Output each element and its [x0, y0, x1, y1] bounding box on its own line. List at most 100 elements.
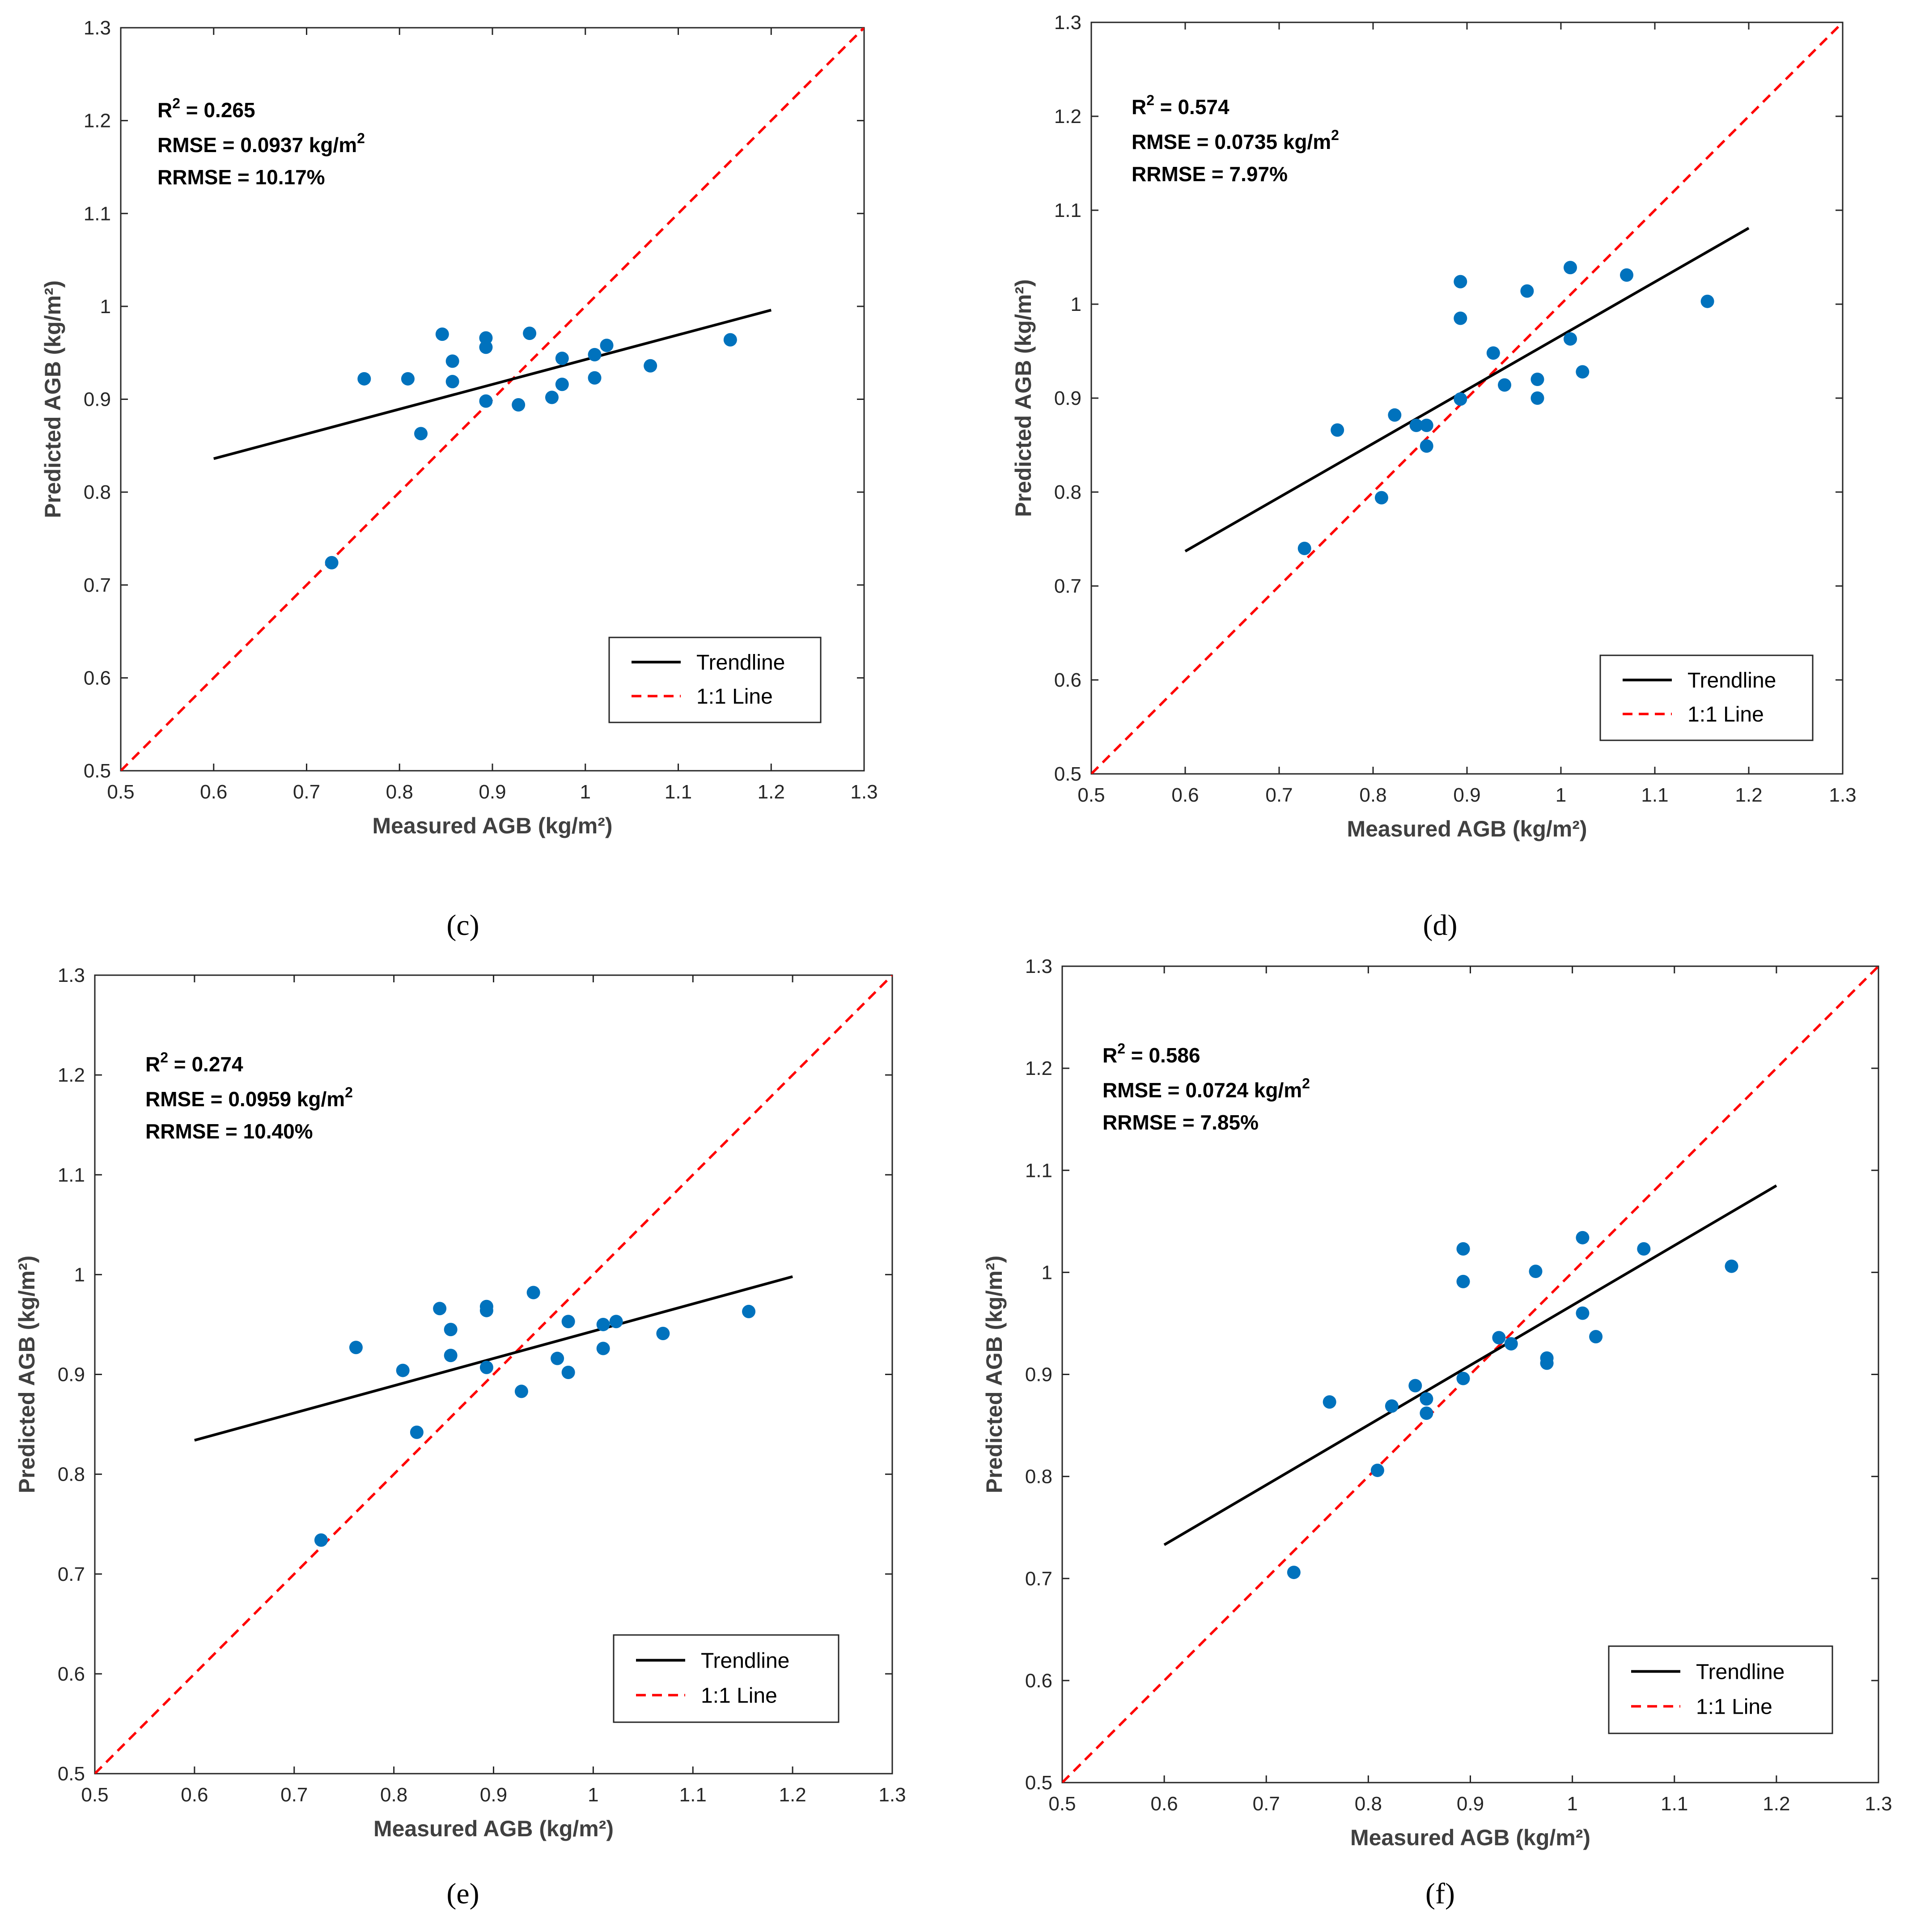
legend-box: [1599, 654, 1814, 741]
x-tick-label: 1.1: [665, 781, 692, 803]
x-tick-label: 0.5: [107, 781, 134, 803]
data-point: [325, 556, 339, 569]
y-tick-label: 1.2: [58, 1064, 85, 1086]
y-tick-label: 0.5: [58, 1763, 85, 1785]
data-point: [1725, 1259, 1738, 1273]
data-point: [1420, 418, 1433, 432]
legend-box: [1608, 1645, 1833, 1734]
data-point: [479, 1360, 493, 1374]
y-tick-label: 1.3: [1025, 955, 1052, 977]
x-tick-label: 1.1: [1661, 1793, 1688, 1815]
x-tick-label: 1.1: [1641, 784, 1668, 806]
x-tick-label: 0.8: [1359, 784, 1386, 806]
data-point: [526, 1286, 540, 1299]
rrmse-label: RRMSE = 7.97%: [1132, 162, 1288, 186]
data-point: [1331, 423, 1344, 437]
data-point: [742, 1304, 756, 1318]
y-tick-label: 0.9: [84, 389, 111, 411]
y-tick-label: 1: [1071, 293, 1081, 315]
data-point: [1385, 1399, 1399, 1413]
x-tick-label: 0.6: [1171, 784, 1199, 806]
y-tick-label: 0.5: [84, 760, 111, 782]
data-point: [1589, 1330, 1603, 1344]
x-axis-label: Measured AGB (kg/m²): [1350, 1825, 1590, 1850]
x-tick-label: 1: [588, 1784, 598, 1806]
data-point: [561, 1366, 575, 1380]
y-tick-label: 0.7: [58, 1563, 85, 1585]
y-tick-label: 1: [1042, 1261, 1052, 1283]
rrmse-label: RRMSE = 10.40%: [145, 1120, 313, 1143]
data-point: [479, 394, 493, 408]
y-tick-label: 0.6: [84, 667, 111, 689]
data-point: [1420, 1406, 1433, 1420]
data-point: [1576, 365, 1590, 379]
r-squared-label: R2 = 0.265: [157, 95, 255, 122]
y-tick-label: 1.1: [1025, 1159, 1052, 1181]
legend-box: [608, 637, 822, 723]
rmse-label: RMSE = 0.0959 kg/m2: [145, 1084, 353, 1111]
x-tick-label: 1.2: [1735, 784, 1762, 806]
trendline: [1163, 1184, 1777, 1546]
x-tick-label: 0.8: [386, 781, 413, 803]
data-point: [1388, 408, 1402, 422]
y-tick-label: 0.7: [1025, 1568, 1052, 1590]
y-axis-label: Predicted AGB (kg/m²): [982, 1256, 1007, 1494]
x-tick-label: 1.3: [850, 781, 878, 803]
data-point: [1456, 1274, 1470, 1288]
data-point: [512, 398, 526, 412]
y-tick-label: 1.1: [58, 1164, 85, 1186]
x-tick-label: 0.7: [1265, 784, 1293, 806]
y-tick-label: 0.6: [1054, 669, 1081, 691]
y-tick-label: 0.9: [58, 1364, 85, 1386]
x-tick-label: 1: [1556, 784, 1566, 806]
y-axis-label: Predicted AGB (kg/m²): [1011, 279, 1036, 517]
data-point: [656, 1327, 670, 1341]
legend-trendline-label: Trendline: [701, 1649, 789, 1673]
x-tick-label: 0.9: [1453, 784, 1480, 806]
data-point: [596, 1342, 610, 1355]
x-tick-label: 1.3: [1865, 1793, 1892, 1815]
x-tick-label: 0.5: [1048, 1793, 1076, 1815]
r-squared-label: R2 = 0.574: [1132, 92, 1229, 119]
rmse-label: RMSE = 0.0724 kg/m2: [1102, 1075, 1310, 1102]
x-tick-label: 1.2: [779, 1784, 806, 1806]
legend-one-to-one-label: 1:1 Line: [696, 685, 773, 709]
r-squared-label: R2 = 0.274: [145, 1049, 243, 1076]
y-tick-label: 1.1: [84, 203, 111, 225]
data-point: [1530, 391, 1544, 405]
data-point: [1454, 392, 1467, 406]
data-point: [1576, 1306, 1590, 1320]
y-tick-label: 1: [100, 296, 111, 318]
x-tick-label: 0.6: [200, 781, 227, 803]
legend-trendline-label: Trendline: [696, 651, 785, 675]
data-point: [444, 1349, 458, 1363]
data-point: [445, 354, 459, 368]
data-point: [1374, 491, 1388, 505]
data-point: [561, 1315, 575, 1329]
data-point: [514, 1384, 528, 1398]
y-tick-label: 1.2: [1054, 106, 1081, 127]
y-tick-label: 1.3: [58, 964, 85, 986]
panel-caption: (e): [446, 1877, 479, 1910]
y-tick-label: 0.8: [84, 481, 111, 503]
data-point: [723, 333, 737, 347]
x-tick-label: 1.1: [679, 1784, 707, 1806]
data-point: [1420, 439, 1433, 453]
y-tick-label: 0.6: [58, 1663, 85, 1685]
data-point: [1454, 275, 1467, 289]
r-squared-label: R2 = 0.586: [1102, 1040, 1200, 1067]
legend-one-to-one-label: 1:1 Line: [701, 1684, 777, 1708]
data-point: [523, 327, 537, 340]
legend: Trendline 1:1 Line: [613, 1634, 839, 1723]
panel-caption: (d): [1423, 909, 1458, 942]
x-tick-label: 0.7: [293, 781, 320, 803]
y-tick-label: 1.2: [1025, 1057, 1052, 1079]
data-point: [445, 375, 459, 389]
y-tick-label: 0.9: [1054, 387, 1081, 409]
data-point: [1297, 542, 1311, 555]
one-to-one-line: [121, 28, 864, 771]
legend-trendline-label: Trendline: [1687, 669, 1776, 692]
legend-one-to-one-label: 1:1 Line: [1687, 703, 1764, 726]
x-tick-label: 0.9: [479, 781, 506, 803]
legend-trendline-label: Trendline: [1696, 1660, 1785, 1684]
